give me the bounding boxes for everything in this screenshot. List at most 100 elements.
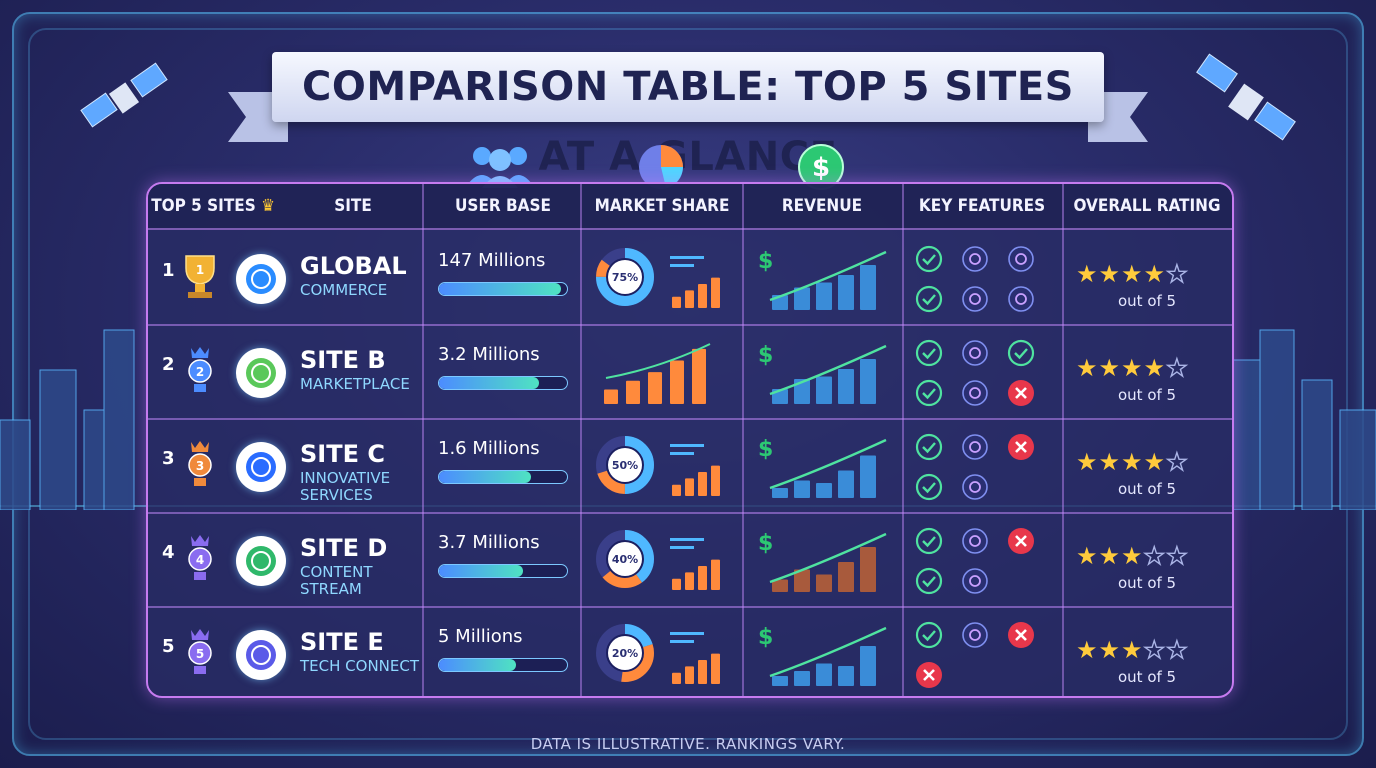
- medal-icon: 2: [188, 347, 212, 392]
- check-icon: [915, 339, 943, 367]
- market-share-bars: [670, 538, 720, 590]
- star-filled-icon: ★: [1098, 448, 1122, 476]
- chart-bar: [838, 369, 854, 404]
- chart-bar: [860, 646, 876, 686]
- header-user-base: USER BASE: [455, 196, 551, 216]
- user-base-value: 3.7 Millions: [438, 532, 540, 553]
- gear-icon: [962, 434, 988, 460]
- header-overall-rating: OVERALL RATING: [1073, 196, 1221, 216]
- footer-note: DATA IS ILLUSTRATIVE. RANKINGS VARY.: [530, 735, 846, 753]
- key-features-grid: [915, 433, 1034, 501]
- chart-bar: [672, 484, 681, 496]
- header-site: SITE: [334, 196, 372, 216]
- header-market-share: MARKET SHARE: [594, 196, 730, 216]
- star-filled-icon: ★: [1143, 260, 1167, 288]
- chart-bar: [698, 284, 707, 308]
- puzzle-icon: [1008, 286, 1034, 312]
- rank-number: 3: [162, 448, 175, 469]
- medal-icon: 5: [188, 629, 212, 674]
- chart-bar: [685, 666, 694, 684]
- user-base-value: 3.2 Millions: [438, 344, 540, 365]
- chart-bar: [794, 287, 810, 310]
- cross-icon: [1008, 380, 1034, 406]
- cross-icon: [1008, 622, 1034, 648]
- chart-bar: [711, 277, 720, 308]
- banner-ribbon: [272, 52, 1104, 122]
- user-base-bar-fill: [439, 471, 532, 483]
- chart-bar: [838, 666, 854, 686]
- check-icon: [915, 245, 943, 273]
- key-features-grid: [915, 339, 1035, 407]
- star-empty-icon: ★: [1143, 541, 1167, 570]
- rating-suffix: out of 5: [1118, 386, 1177, 404]
- key-features-grid: [915, 527, 1034, 595]
- user-base-bar: [438, 282, 568, 296]
- user-base-bar: [438, 564, 568, 578]
- medal-number: 4: [196, 553, 204, 567]
- chart-bar: [838, 562, 854, 592]
- revenue-chart: $: [758, 249, 887, 310]
- market-share-donut: 20%: [596, 624, 654, 682]
- market-share-donut: 50%: [596, 436, 654, 494]
- chart-bar: [711, 653, 720, 684]
- header-revenue: REVENUE: [781, 196, 863, 216]
- rating-suffix: out of 5: [1118, 292, 1177, 310]
- table-row: 5 5 SITE E TECH CONNECT 5 Millions 20% $ ★★★★★ o…: [148, 606, 1232, 696]
- star-empty-icon: ★: [1165, 635, 1189, 664]
- chart-bar: [794, 379, 810, 404]
- chart-bar: [838, 470, 854, 498]
- document-lines-icon: [236, 536, 286, 586]
- market-share-bars: [670, 444, 720, 496]
- star-rating: ★★★★★: [1076, 447, 1189, 476]
- chart-bar: [794, 480, 810, 498]
- header-top5-label: TOP 5 SITES: [151, 196, 256, 216]
- dollar-icon: $: [758, 249, 773, 274]
- check-icon: [915, 433, 943, 461]
- star-rating: ★★★★★: [1076, 635, 1189, 664]
- col-divider: [1062, 184, 1064, 696]
- chart-bar: [816, 376, 832, 404]
- rating-suffix: out of 5: [1118, 668, 1177, 686]
- cube-icon: [236, 348, 286, 398]
- satellite-right-icon: [1196, 53, 1296, 141]
- chart-bar: [772, 676, 788, 686]
- gear-icon: [962, 622, 988, 648]
- star-rating: ★★★★★: [1076, 259, 1189, 288]
- user-base-value: 1.6 Millions: [438, 438, 540, 459]
- market-share-value: 40%: [612, 553, 638, 566]
- crown-icon: ♛: [261, 196, 275, 216]
- site-name: SITE D: [300, 534, 388, 562]
- chart-bar: [604, 389, 618, 404]
- user-base-bar-fill: [439, 565, 524, 577]
- site-name: SITE E: [300, 628, 384, 656]
- table-header: TOP 5 SITES ♛ SITE USER BASE MARKET SHAR…: [148, 184, 1232, 230]
- trophy-icon: 1: [185, 255, 215, 298]
- chart-bar: [672, 578, 681, 590]
- check-icon: [915, 285, 943, 313]
- cross-icon: [1008, 528, 1034, 554]
- user-base-bar: [438, 658, 568, 672]
- user-base-bar: [438, 376, 568, 390]
- header-key-features: KEY FEATURES: [918, 196, 1046, 216]
- site-category: MARKETPLACE: [300, 375, 410, 393]
- revenue-trend-line: [769, 438, 887, 490]
- star-empty-icon: ★: [1165, 447, 1189, 476]
- user-base-bar-fill: [439, 377, 539, 389]
- chart-bar: [685, 290, 694, 308]
- revenue-chart: $: [758, 531, 887, 592]
- col-divider: [742, 184, 744, 696]
- medal-number: 3: [196, 459, 204, 473]
- star-filled-icon: ★: [1121, 542, 1144, 570]
- chart-bar: [685, 572, 694, 590]
- page-title: COMPARISON TABLE: TOP 5 SITES AT A GLANC…: [302, 64, 1074, 180]
- chart-bar: [698, 660, 707, 684]
- medal-icon: 4: [188, 535, 212, 580]
- chart-bar: [698, 472, 707, 496]
- svg-text:$: $: [812, 153, 830, 183]
- location-icon: [962, 474, 988, 500]
- star-filled-icon: ★: [1143, 354, 1167, 382]
- chart-bar: [772, 579, 788, 592]
- key-features-grid: [915, 621, 1034, 688]
- chart-bar: [772, 488, 788, 498]
- list-icon: [962, 286, 988, 312]
